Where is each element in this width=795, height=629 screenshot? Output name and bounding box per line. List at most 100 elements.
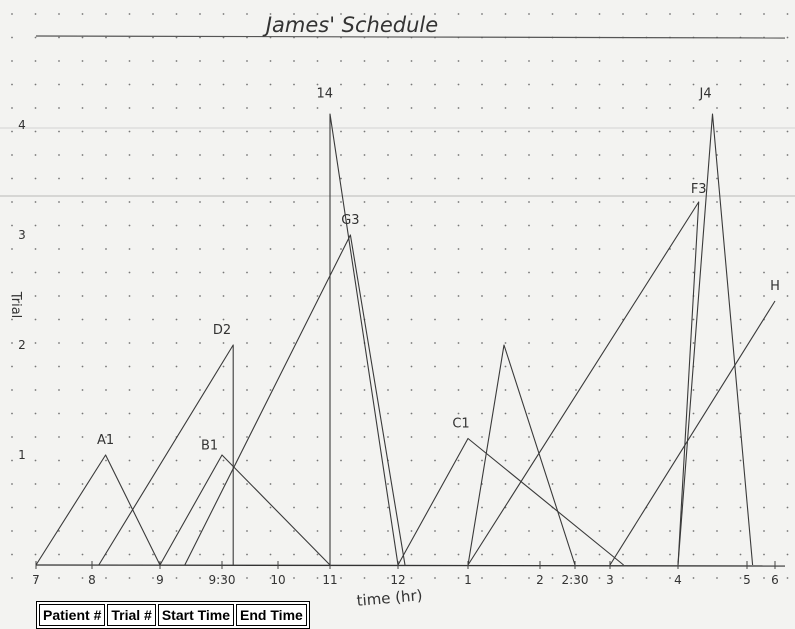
grid-dot xyxy=(410,459,413,462)
grid-dot xyxy=(340,60,342,62)
grid-dot xyxy=(246,177,248,180)
grid-dot xyxy=(58,83,60,86)
grid-dot xyxy=(58,342,60,344)
grid-dot xyxy=(363,177,366,180)
grid-dot xyxy=(716,412,718,415)
grid-dot xyxy=(34,295,37,297)
grid-dot xyxy=(598,436,601,438)
grid-dot xyxy=(199,271,201,274)
grid-dot xyxy=(269,154,272,156)
grid-dot xyxy=(34,201,37,203)
grid-dot xyxy=(457,224,460,227)
grid-dot xyxy=(128,177,131,180)
grid-dot xyxy=(387,248,389,250)
grid-dot xyxy=(316,577,319,579)
grid-dot xyxy=(293,483,295,485)
grid-dot xyxy=(340,154,342,156)
grid-dot xyxy=(739,177,742,180)
y-tick-label: 3 xyxy=(18,228,26,242)
grid-dot xyxy=(692,83,695,86)
grid-dot xyxy=(81,365,84,368)
grid-dot xyxy=(128,530,131,532)
grid-dot xyxy=(128,365,131,368)
grid-dot xyxy=(716,483,718,485)
grid-dot xyxy=(128,295,131,297)
grid-dot xyxy=(34,553,37,556)
grid-dot xyxy=(293,83,295,86)
grid-dot xyxy=(716,459,718,462)
grid-dot xyxy=(457,271,460,274)
grid-dot xyxy=(669,365,671,368)
grid-dot xyxy=(152,107,154,109)
grid-dot xyxy=(551,389,554,391)
grid-dot xyxy=(34,130,37,133)
grid-dot xyxy=(175,412,178,415)
grid-dot xyxy=(269,83,272,86)
grid-dot xyxy=(340,177,342,180)
annotation-label: D2 xyxy=(213,323,231,338)
grid-dot xyxy=(504,83,507,86)
grid-dot xyxy=(199,107,201,109)
grid-dot xyxy=(222,224,225,227)
series-line-7 xyxy=(467,344,576,566)
grid-dot xyxy=(316,459,319,462)
grid-dot xyxy=(387,318,389,321)
grid-dot xyxy=(81,318,84,321)
grid-dot xyxy=(528,577,530,579)
grid-dot xyxy=(11,459,13,462)
grid-dot xyxy=(175,83,178,86)
grid-dot xyxy=(786,130,789,133)
grid-dot xyxy=(340,389,342,391)
grid-dot xyxy=(293,365,295,368)
grid-dot xyxy=(340,412,342,415)
grid-dot xyxy=(763,13,765,15)
grid-dot xyxy=(175,530,178,532)
grid-dot xyxy=(269,365,272,368)
grid-dot xyxy=(645,13,648,15)
grid-dot xyxy=(81,483,84,485)
grid-dot xyxy=(457,295,460,297)
grid-dot xyxy=(786,107,789,109)
grid-dot xyxy=(551,107,554,109)
grid-dot xyxy=(81,130,84,133)
grid-dot xyxy=(175,459,178,462)
grid-dot xyxy=(246,107,248,109)
grid-dot xyxy=(692,177,695,180)
grid-dot xyxy=(528,483,530,485)
grid-dot xyxy=(363,271,366,274)
grid-dot xyxy=(269,389,272,391)
grid-dot xyxy=(246,224,248,227)
grid-dot xyxy=(11,60,13,62)
grid-dot xyxy=(434,201,436,203)
grid-dot xyxy=(504,107,507,109)
grid-dot xyxy=(551,295,554,297)
grid-dot xyxy=(246,83,248,86)
grid-dot xyxy=(222,13,225,15)
grid-dot xyxy=(739,224,742,227)
grid-dot xyxy=(786,506,789,509)
grid-dot xyxy=(457,506,460,509)
grid-dot xyxy=(481,154,483,156)
grid-dot xyxy=(692,318,695,321)
grid-dot xyxy=(175,201,178,203)
grid-dot xyxy=(692,389,695,391)
x-tick-label: 9:30 xyxy=(209,573,236,587)
grid-dot xyxy=(786,459,789,462)
grid-dot xyxy=(504,295,507,297)
grid-dot xyxy=(622,506,624,509)
grid-dot xyxy=(551,154,554,156)
grid-dot xyxy=(11,130,13,133)
header-patient: Patient # xyxy=(39,604,106,626)
grid-dot xyxy=(551,224,554,227)
grid-dot xyxy=(222,83,225,86)
grid-dot xyxy=(645,154,648,156)
grid-dot xyxy=(316,271,319,274)
grid-dot xyxy=(222,130,225,133)
grid-dot xyxy=(669,342,671,344)
grid-dot xyxy=(692,201,695,203)
grid-dot xyxy=(81,201,84,203)
grid-dot xyxy=(716,271,718,274)
grid-dot xyxy=(11,318,13,321)
grid-dot xyxy=(293,459,295,462)
grid-dot xyxy=(58,248,60,250)
